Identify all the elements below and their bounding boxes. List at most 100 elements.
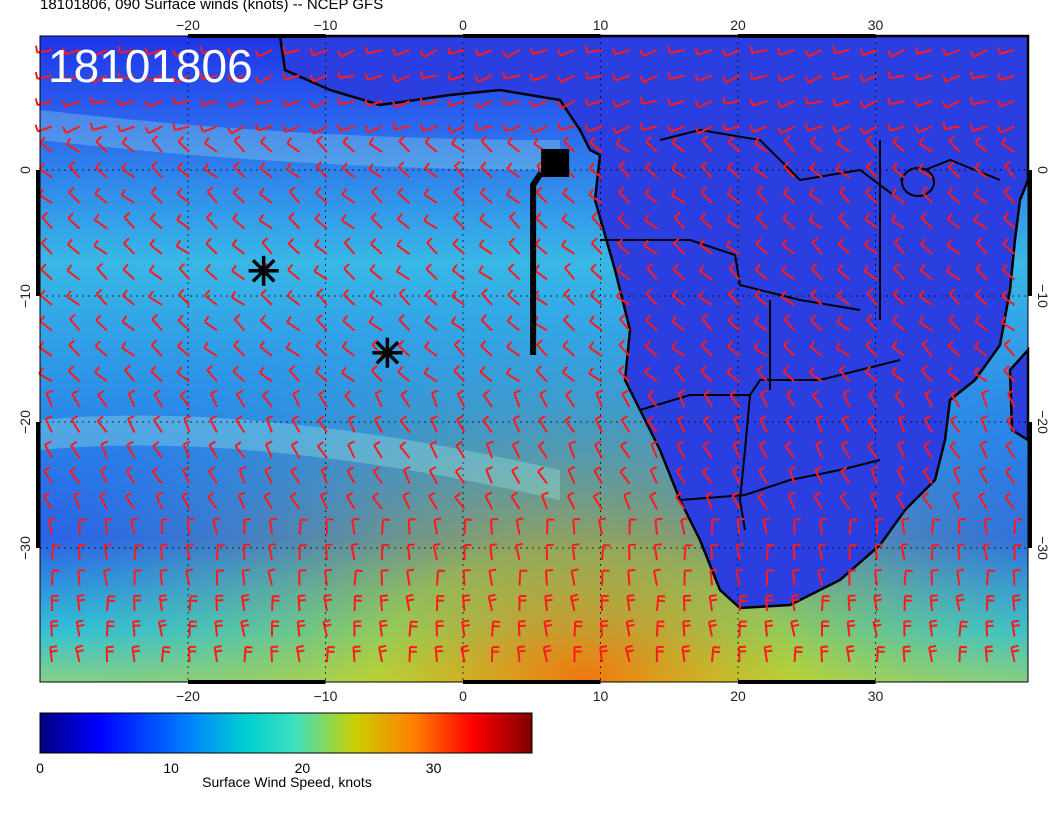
wind-barb	[62, 47, 80, 56]
wind-barb	[373, 415, 383, 433]
wind-barb	[502, 97, 520, 106]
wind-barb	[997, 99, 1015, 108]
wind-barb	[894, 390, 906, 408]
wind-barb	[902, 645, 911, 663]
axis-bar	[36, 170, 40, 296]
wind-barb	[66, 264, 81, 281]
wind-barb	[621, 389, 631, 408]
lon-tick-label: 0	[459, 688, 467, 704]
wind-barb	[380, 569, 389, 586]
wind-barb	[480, 314, 493, 332]
wind-barb	[867, 415, 878, 434]
wind-barb	[985, 620, 994, 637]
wind-barb	[309, 125, 328, 135]
wind-barb	[914, 72, 933, 81]
wind-barb	[122, 263, 136, 281]
wind-barb	[95, 288, 108, 306]
wind-barb	[702, 440, 713, 459]
wind-barb	[435, 620, 444, 637]
wind-barb	[89, 49, 108, 58]
lat-tick-label: −30	[1035, 536, 1051, 560]
wind-barb	[183, 415, 192, 433]
wind-barb	[848, 569, 857, 586]
wind-barb	[557, 74, 575, 83]
wind-barb	[584, 71, 603, 80]
wind-barb	[818, 542, 827, 561]
wind-barb	[474, 74, 493, 83]
wind-barb	[601, 569, 610, 586]
wind-barb	[535, 186, 548, 204]
wind-barb	[754, 289, 768, 306]
wind-barb	[285, 163, 301, 179]
axis-bars	[36, 34, 1032, 684]
wind-barb	[315, 187, 328, 204]
wind-barb	[542, 644, 552, 663]
wind-barb	[722, 49, 740, 58]
wind-barb	[644, 340, 658, 357]
wind-barb	[456, 389, 466, 408]
wind-barb	[453, 339, 466, 357]
wind-barb	[639, 122, 658, 131]
wind-barb	[123, 211, 136, 230]
wind-barb	[309, 100, 328, 109]
lat-labels-left: 0 −10 −20 −30	[17, 166, 33, 560]
wind-barb	[832, 98, 850, 107]
wind-barb	[240, 594, 250, 612]
wind-barb	[298, 544, 308, 561]
wind-barb	[215, 594, 224, 612]
wind-barb	[891, 340, 906, 357]
wind-barb	[612, 100, 630, 108]
wind-barb	[399, 441, 411, 459]
wind-barb	[732, 440, 741, 459]
wind-barb	[763, 645, 773, 663]
wind-barb	[645, 288, 658, 306]
wind-barb	[242, 543, 251, 561]
wind-barb	[759, 389, 768, 408]
wind-barb	[945, 265, 961, 281]
wind-barb	[777, 100, 795, 109]
wind-barb	[942, 122, 960, 131]
wind-barb	[452, 238, 466, 255]
wind-barb	[212, 517, 221, 535]
wind-barb	[897, 440, 906, 459]
lon-tick-label: 10	[593, 17, 609, 33]
wind-barb	[869, 491, 878, 510]
wind-barb	[726, 187, 741, 204]
wind-barb	[479, 187, 493, 204]
wind-barb	[489, 543, 498, 561]
wind-barb	[268, 517, 277, 535]
wind-barb	[373, 440, 383, 459]
wind-barb	[593, 466, 603, 485]
wind-barb	[70, 415, 81, 434]
wind-barb	[753, 341, 768, 357]
wind-barb	[895, 491, 906, 510]
wind-barb	[511, 466, 521, 484]
wind-barb	[430, 389, 439, 408]
wind-barb	[1006, 389, 1016, 408]
wind-barb	[378, 644, 388, 663]
wind-barb	[811, 390, 823, 408]
wind-barb	[969, 123, 988, 132]
wind-barb	[318, 389, 328, 408]
wind-barb	[341, 340, 356, 357]
wind-barb	[535, 212, 548, 230]
wind-barb	[700, 339, 713, 357]
wind-barb	[682, 619, 691, 637]
wind-barb	[893, 263, 906, 281]
wind-barb	[428, 491, 438, 510]
wind-barb	[952, 466, 961, 484]
wind-barb	[419, 49, 438, 58]
date-overlay: 18101806	[48, 40, 253, 92]
wind-barb	[694, 73, 713, 82]
wind-barb	[407, 518, 416, 535]
wind-barb	[243, 518, 252, 535]
wind-barb	[518, 595, 527, 611]
wind-barb	[65, 137, 81, 153]
wind-barb	[571, 543, 580, 561]
wind-barb	[316, 314, 328, 332]
wind-barb	[919, 263, 933, 281]
wind-barb	[406, 568, 415, 586]
wind-barb	[561, 366, 576, 383]
wind-barb	[920, 238, 933, 255]
wind-barb	[314, 212, 328, 230]
